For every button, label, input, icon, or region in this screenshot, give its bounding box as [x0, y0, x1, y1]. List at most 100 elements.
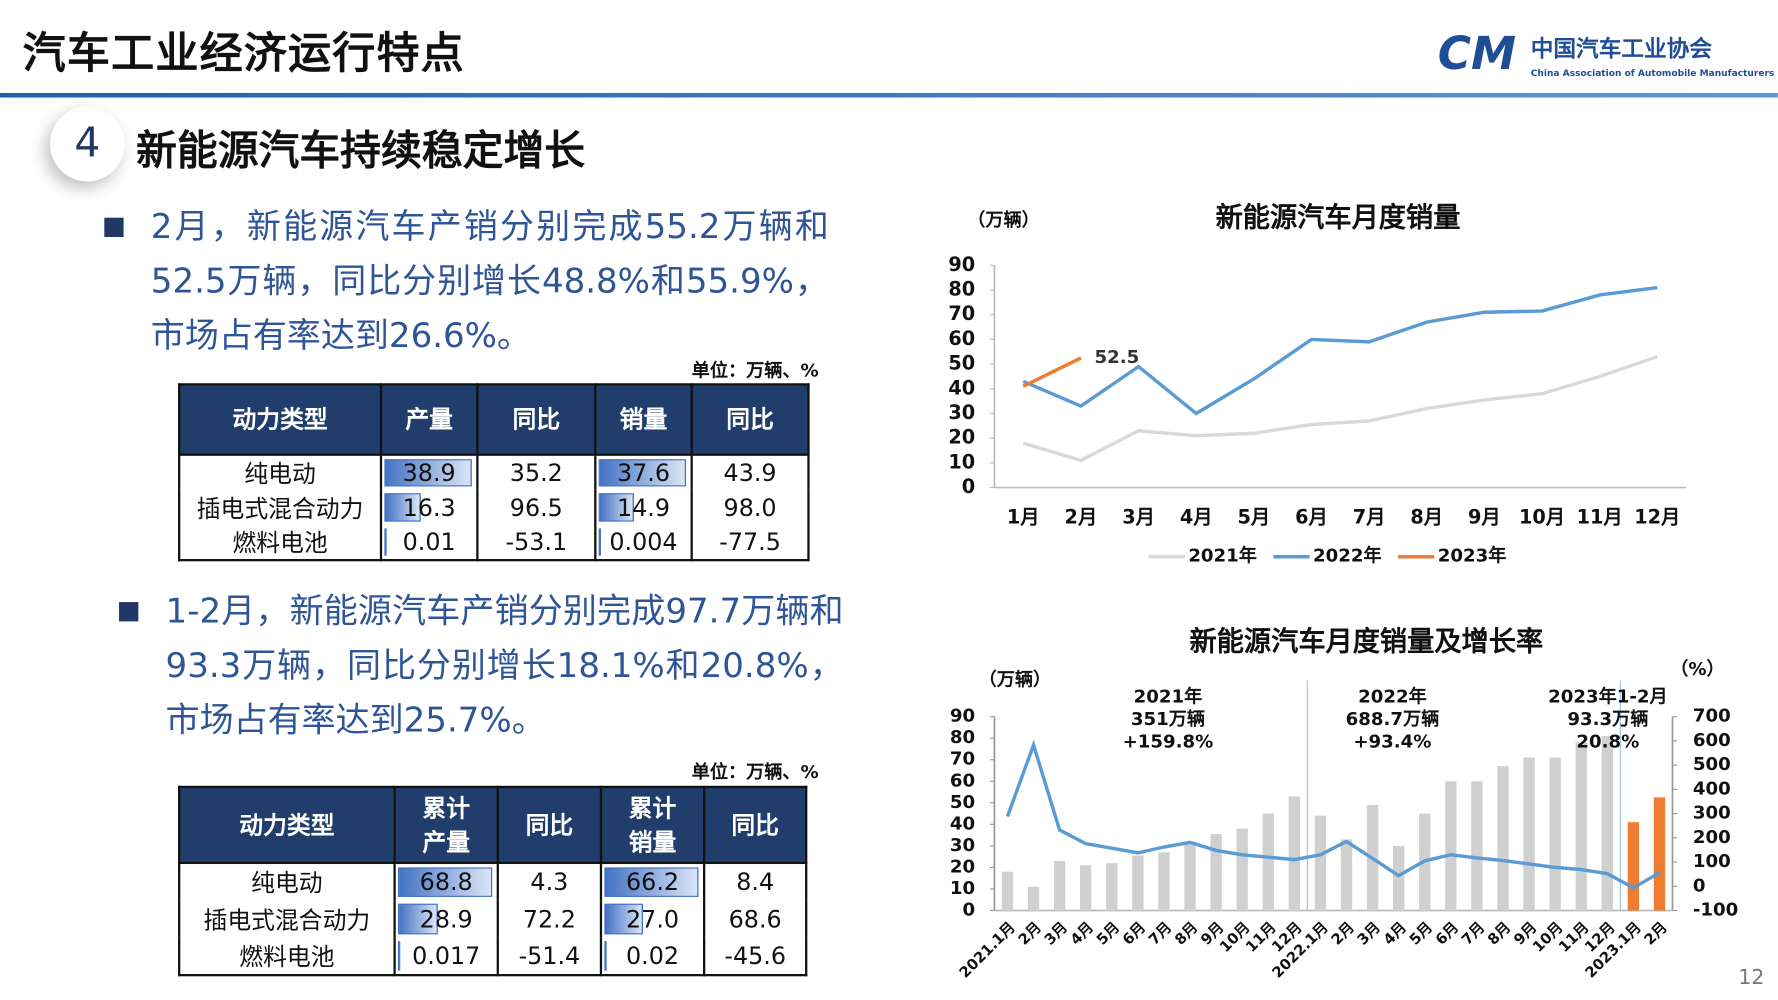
logo-mark: CM: [1438, 27, 1516, 80]
bar: [1106, 863, 1118, 911]
cell-data-bar: [384, 493, 421, 522]
body-cell: 0.017: [393, 937, 499, 977]
x-tick-label: 4月: [1380, 919, 1410, 949]
cell-data-bar: [384, 459, 472, 487]
x-tick-label: 11月: [1577, 506, 1623, 529]
y2-tick-label: 100: [1693, 851, 1731, 872]
x-tick-label: 5月: [1237, 506, 1270, 529]
series-line: [1005, 739, 1661, 890]
cell-text: 27.0: [626, 905, 680, 933]
body-cell: 纯电动: [178, 862, 396, 901]
bar: [1653, 797, 1666, 911]
header-cell: 销量: [594, 383, 693, 456]
header-cell: 同比: [703, 785, 808, 865]
cell-text: 43.9: [723, 459, 777, 487]
body-cell: 72.2: [496, 900, 603, 938]
x-tick-label: 7月: [1353, 506, 1386, 529]
body-cell: 纯电动: [178, 454, 383, 490]
y-tick-label: 10: [948, 450, 975, 473]
y-tick-label: 10: [950, 878, 975, 899]
cell-text: 37.6: [616, 459, 670, 487]
body-cell: 燃料电池: [178, 524, 383, 562]
x-tick-label: 7月: [1146, 919, 1176, 949]
annotation: 688.7万辆: [1346, 708, 1440, 730]
cell-data-bar: [604, 903, 643, 935]
y2-tick-label: 400: [1693, 778, 1731, 799]
body-cell: 插电式混合动力: [178, 489, 383, 525]
y-tick-label: 60: [950, 770, 975, 791]
y-tick-label: 50: [950, 792, 975, 813]
bar: [1158, 852, 1170, 911]
cell-text: 8.4: [736, 868, 775, 896]
cell-text: 66.2: [626, 868, 680, 896]
x-tick-label: 2021.1月: [956, 919, 1019, 982]
cell-text: 0.004: [609, 528, 678, 556]
y-axis-label: （万辆）: [967, 209, 1040, 231]
x-tick-label: 8月: [1485, 919, 1515, 949]
y2-axis-label: （%）: [1670, 659, 1724, 680]
cell-text: -77.5: [719, 528, 781, 556]
cell-text: 35.2: [509, 459, 563, 487]
x-tick-label: 4月: [1180, 506, 1213, 529]
annotation: 2023年1-2月: [1548, 685, 1667, 707]
body-cell: 16.3: [379, 489, 479, 525]
body-cell: 38.9: [379, 454, 479, 490]
y2-tick-label: -100: [1693, 900, 1738, 921]
cell-data-bar: [604, 941, 607, 971]
bar: [1184, 841, 1196, 911]
y2-tick-label: 300: [1693, 803, 1731, 824]
cell-text: 38.9: [402, 459, 456, 487]
cell-data-bar: [397, 941, 401, 971]
cell-text: 燃料电池: [239, 943, 335, 971]
bar: [1523, 757, 1535, 911]
body-cell: 35.2: [476, 454, 597, 490]
body-cell: -53.1: [476, 524, 597, 562]
unit-label: 单位：万辆、%: [691, 359, 819, 381]
x-tick-label: 6月: [1295, 506, 1328, 529]
body-cell: 27.0: [599, 900, 706, 938]
y2-tick-label: 200: [1693, 827, 1731, 848]
bullet-square: [119, 602, 139, 622]
x-tick-label: 12月: [1634, 506, 1680, 529]
cell-data-bar: [598, 528, 601, 556]
annotation: +93.4%: [1353, 732, 1431, 753]
cell-text: 纯电动: [244, 460, 316, 488]
body-cell: 8.4: [703, 862, 808, 901]
annotation: 2021年: [1134, 685, 1203, 707]
body-row: 插电式混合动力 16.3 96.5 14.9 98.0: [178, 489, 810, 525]
x-tick-label: 2月: [1328, 919, 1358, 949]
x-tick-label: 5月: [1406, 919, 1436, 949]
data-table: 动力类型 产量 同比 销量 同比 纯电动 38.9 35.2 37.6 43.9 插电式混合动力 16…: [178, 383, 810, 562]
cell-text: 98.0: [723, 493, 777, 522]
bar: [1471, 781, 1483, 911]
series-line: [1022, 355, 1658, 463]
bar: [1392, 845, 1405, 911]
unit-label: 单位：万辆、%: [691, 760, 819, 783]
y-tick-label: 90: [950, 706, 975, 727]
y-tick-label: 50: [948, 352, 975, 375]
header-cell: 累计 销量: [599, 785, 706, 865]
y-tick-label: 0: [963, 900, 976, 921]
header-cell: 同比: [476, 383, 597, 456]
bar: [1262, 813, 1274, 911]
bar: [1549, 757, 1561, 911]
header-row: 动力类型 产量 同比 销量 同比: [178, 383, 810, 456]
bar: [1053, 860, 1066, 911]
header-rule: [0, 92, 1778, 98]
y2-tick-label: 500: [1693, 754, 1731, 775]
bar: [1027, 886, 1040, 911]
body-cell: 28.9: [393, 900, 499, 938]
x-tick-label: 8月: [1410, 506, 1443, 529]
body-cell: 68.6: [703, 900, 808, 938]
cell-data-bar: [397, 867, 493, 897]
cell-text: 28.9: [419, 905, 473, 933]
x-tick-label: 3月: [1041, 919, 1071, 949]
body-cell: 4.3: [496, 862, 603, 901]
header-cell: 动力类型: [178, 785, 396, 865]
body-row: 燃料电池 0.01 -53.1 0.004 -77.5: [178, 524, 810, 562]
cell-text: 插电式混合动力: [203, 906, 371, 934]
bar: [1210, 834, 1222, 911]
x-tick-label: 4月: [1067, 919, 1097, 949]
